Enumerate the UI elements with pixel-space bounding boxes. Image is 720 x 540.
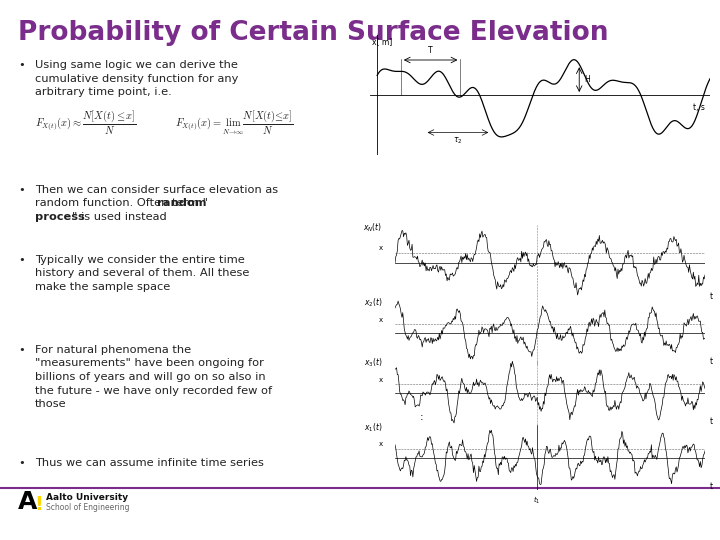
Text: •: • [18, 185, 24, 195]
Text: random function. Often term ": random function. Often term " [35, 199, 208, 208]
Text: •: • [18, 458, 24, 468]
Text: $F_{X(t)}(x)\approx\dfrac{N[X(t)\leq x]}{N}$: $F_{X(t)}(x)\approx\dfrac{N[X(t)\leq x]}… [35, 109, 137, 137]
Text: Probability of Certain Surface Elevation: Probability of Certain Surface Elevation [18, 20, 608, 46]
Text: x: x [379, 316, 382, 322]
Text: $x_3(t)$: $x_3(t)$ [364, 357, 382, 369]
Text: those: those [35, 399, 67, 409]
Text: history and several of them. All these: history and several of them. All these [35, 268, 249, 279]
Text: arbitrary time point, i.e.: arbitrary time point, i.e. [35, 87, 172, 97]
Text: " is used instead: " is used instead [72, 212, 167, 222]
Text: "measurements" have been ongoing for: "measurements" have been ongoing for [35, 359, 264, 368]
Text: $x_1(t)$: $x_1(t)$ [364, 422, 382, 434]
Text: •: • [18, 60, 24, 70]
Text: $F_{X(t)}(x)=\lim_{N\to\infty}\dfrac{N[X(t)\leq x]}{N}$: $F_{X(t)}(x)=\lim_{N\to\infty}\dfrac{N[X… [175, 109, 294, 137]
Text: t, s: t, s [693, 103, 706, 111]
Text: :: : [420, 413, 423, 422]
Text: Aalto University: Aalto University [46, 492, 128, 502]
Text: $x_N(t)$: $x_N(t)$ [364, 221, 382, 234]
Text: For natural phenomena the: For natural phenomena the [35, 345, 191, 355]
Text: x: x [379, 245, 382, 251]
Text: T: T [428, 46, 433, 55]
Text: make the sample space: make the sample space [35, 282, 170, 292]
Text: t: t [710, 292, 714, 301]
Text: cumulative density function for any: cumulative density function for any [35, 73, 238, 84]
Text: H: H [584, 75, 590, 84]
Text: x[ m]: x[ m] [372, 37, 392, 46]
Text: !: ! [34, 495, 43, 514]
Text: A: A [18, 490, 37, 514]
Text: Using same logic we can derive the: Using same logic we can derive the [35, 60, 238, 70]
Text: t: t [710, 357, 714, 366]
Text: •: • [18, 255, 24, 265]
Text: process: process [35, 212, 85, 222]
Text: School of Engineering: School of Engineering [46, 503, 130, 511]
Text: the future - we have only recorded few of: the future - we have only recorded few o… [35, 386, 272, 395]
Text: •: • [18, 345, 24, 355]
Text: Typically we consider the entire time: Typically we consider the entire time [35, 255, 245, 265]
Text: t: t [710, 417, 714, 426]
Text: $\tau_2$: $\tau_2$ [453, 136, 463, 146]
Text: t: t [710, 482, 714, 491]
Text: x: x [379, 442, 382, 448]
Text: random: random [157, 199, 207, 208]
Text: $t_1$: $t_1$ [534, 495, 541, 506]
Text: Thus we can assume infinite time series: Thus we can assume infinite time series [35, 458, 264, 468]
Text: x: x [379, 376, 382, 382]
Text: billions of years and will go on so also in: billions of years and will go on so also… [35, 372, 266, 382]
Text: $x_2(t)$: $x_2(t)$ [364, 297, 382, 309]
Text: Then we can consider surface elevation as: Then we can consider surface elevation a… [35, 185, 278, 195]
